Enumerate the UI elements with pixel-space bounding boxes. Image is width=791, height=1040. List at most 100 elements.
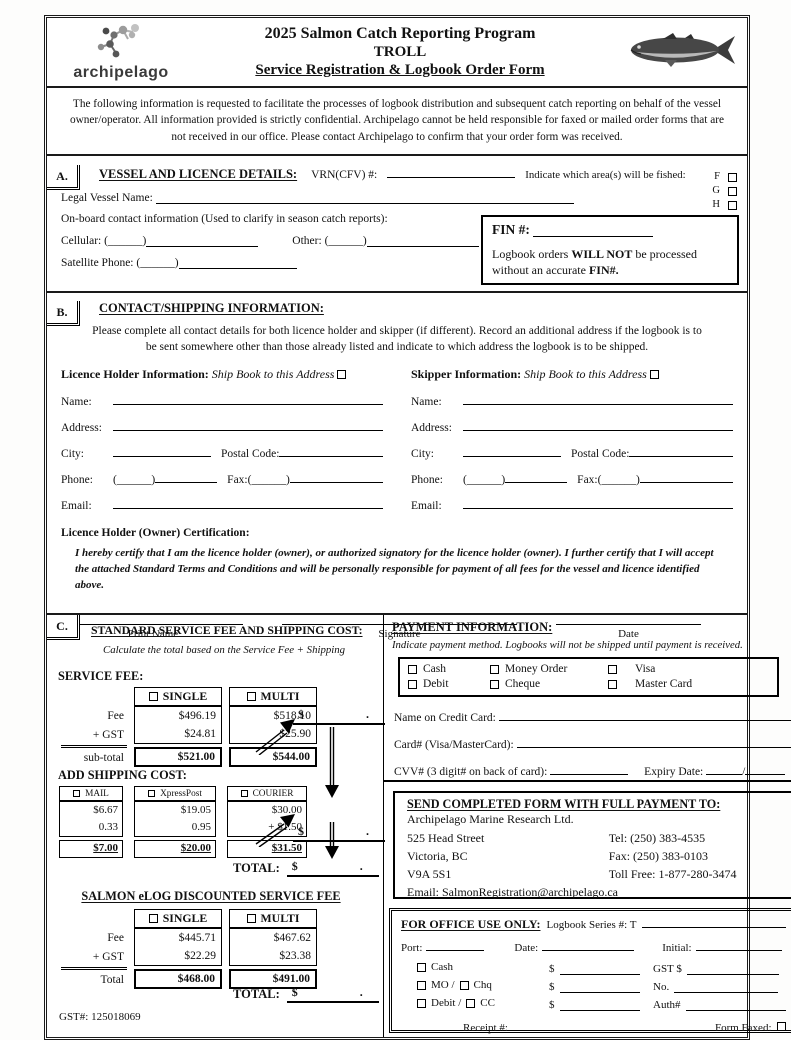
legal-vessel-name-field[interactable]: [155, 191, 574, 205]
elog-multi-checkbox[interactable]: [246, 914, 256, 924]
expiry-label: Expiry Date:: [644, 766, 704, 779]
intro-text: The following information is requested t…: [69, 98, 725, 143]
cellular-areacode-field[interactable]: (______): [104, 235, 147, 248]
skipper-fax-field[interactable]: [639, 470, 733, 484]
receipt-field[interactable]: [511, 1018, 620, 1032]
other-areacode-field[interactable]: (______): [324, 235, 367, 248]
holder-fax-field[interactable]: [289, 470, 383, 484]
skipper-postal-field[interactable]: [629, 444, 733, 458]
skipper-fax-areacode-field[interactable]: (______): [597, 474, 640, 487]
send-to-phones: Tel: (250) 383-4535 Fax: (250) 383-0103 …: [609, 829, 781, 883]
courier-label: COURIER: [252, 788, 294, 799]
area-f-checkbox[interactable]: [728, 172, 737, 182]
office-no-field[interactable]: [674, 980, 779, 994]
shipping-writein-field[interactable]: $ .: [293, 820, 385, 843]
fin-field[interactable]: [533, 224, 654, 238]
skipper-email-field[interactable]: [463, 496, 733, 510]
section-a-vessel-details: A. VESSEL AND LICENCE DETAILS: VRN(CFV) …: [47, 165, 747, 294]
grand-total-field[interactable]: $ .: [286, 855, 379, 878]
visa-label: Visa: [635, 663, 656, 676]
office-cash-checkbox[interactable]: [417, 962, 426, 972]
skipper-phone-areacode-field[interactable]: (______): [463, 474, 506, 487]
initial-field[interactable]: [695, 938, 782, 952]
mastercard-checkbox[interactable]: [608, 679, 617, 689]
holder-city-field[interactable]: [113, 444, 211, 458]
vrn-field[interactable]: [387, 165, 516, 179]
total-label: TOTAL:: [233, 861, 280, 876]
satellite-phone-field[interactable]: [178, 256, 297, 270]
holder-fax-areacode-field[interactable]: (______): [247, 474, 290, 487]
total-label: TOTAL:: [233, 987, 280, 1002]
fin-box: FIN #: Logbook orders WILL NOT be proces…: [481, 215, 739, 286]
office-debit-amount-field[interactable]: [559, 998, 640, 1012]
form-faxed-checkbox[interactable]: [776, 1022, 786, 1032]
courier-checkbox[interactable]: [240, 790, 248, 798]
port-field[interactable]: [426, 938, 485, 952]
card-number-field[interactable]: [516, 735, 791, 749]
satellite-areacode-field[interactable]: (______): [136, 257, 179, 270]
skipper-phone-label: Phone:: [411, 474, 443, 487]
date-field[interactable]: [556, 624, 701, 626]
holder-postal-field[interactable]: [279, 444, 383, 458]
holder-phone-areacode-field[interactable]: (______): [113, 474, 156, 487]
mail-total: $7.00: [59, 840, 123, 859]
visa-checkbox[interactable]: [608, 664, 617, 674]
elog-single-checkbox[interactable]: [148, 914, 158, 924]
office-date-field[interactable]: [542, 938, 635, 952]
logbook-series-field[interactable]: [642, 915, 786, 929]
decimal-point: .: [366, 707, 369, 722]
skipper-city-field[interactable]: [463, 444, 561, 458]
office-mo-checkbox[interactable]: [417, 980, 426, 990]
signature-block: Signature: [282, 624, 517, 640]
skipper-address-field[interactable]: [463, 418, 733, 432]
single-gst-value: $24.81: [184, 728, 216, 741]
office-auth-field[interactable]: [685, 998, 786, 1012]
cheque-checkbox[interactable]: [490, 679, 499, 689]
send-address-line2: Victoria, BC: [407, 849, 468, 864]
name-on-card-field[interactable]: [498, 708, 791, 722]
area-g-checkbox[interactable]: [728, 186, 737, 196]
section-b-heading: CONTACT/SHIPPING INFORMATION:: [99, 301, 324, 316]
mail-checkbox[interactable]: [73, 790, 81, 798]
section-b-label: B.: [47, 301, 80, 327]
print-name-field[interactable]: [63, 624, 243, 626]
skipper-phone-field[interactable]: [505, 470, 568, 484]
service-fee-writein-field[interactable]: $ .: [293, 703, 385, 726]
office-cc-label: CC: [480, 997, 495, 1010]
office-cc-checkbox[interactable]: [466, 998, 476, 1008]
shipping-heading: ADD SHIPPING COST:: [58, 768, 187, 783]
office-chq-checkbox[interactable]: [459, 980, 469, 990]
arrow-up-right-icon: [255, 719, 295, 756]
archipelago-logo: archipelago: [61, 23, 181, 82]
office-gst-field[interactable]: [686, 962, 779, 976]
holder-ship-checkbox[interactable]: [337, 370, 347, 380]
office-debit-checkbox[interactable]: [417, 998, 426, 1008]
section-c: C. STANDARD SERVICE FEE AND SHIPPING COS…: [47, 615, 791, 1038]
money-order-checkbox[interactable]: [490, 664, 499, 674]
multi-checkbox[interactable]: [246, 692, 256, 702]
holder-address-field[interactable]: [113, 418, 383, 432]
single-checkbox[interactable]: [148, 692, 158, 702]
skipper-ship-checkbox[interactable]: [649, 370, 659, 380]
holder-name-field[interactable]: [113, 392, 383, 406]
expiry-month-field[interactable]: [706, 762, 743, 776]
area-h-checkbox[interactable]: [728, 200, 737, 210]
other-phone-field[interactable]: [366, 234, 479, 248]
xpresspost-checkbox[interactable]: [148, 790, 156, 798]
section-b-intro: Please complete all contact details for …: [92, 325, 702, 354]
signature-field[interactable]: [282, 624, 517, 626]
holder-phone-field[interactable]: [155, 470, 218, 484]
single-header-label: SINGLE: [162, 689, 208, 704]
cvv-field[interactable]: [550, 762, 629, 776]
office-cash-amount-field[interactable]: [559, 962, 640, 976]
elog-total-field[interactable]: $ .: [286, 981, 379, 1004]
expiry-year-field[interactable]: [745, 762, 786, 776]
debit-checkbox[interactable]: [408, 679, 417, 689]
office-mo-amount-field[interactable]: [559, 980, 640, 994]
cellular-field[interactable]: [146, 234, 259, 248]
section-a-heading: VESSEL AND LICENCE DETAILS:: [99, 167, 298, 182]
cash-checkbox[interactable]: [408, 664, 417, 674]
skipper-name-field[interactable]: [463, 392, 733, 406]
holder-email-field[interactable]: [113, 496, 383, 510]
holder-address-label: Address:: [61, 422, 102, 435]
